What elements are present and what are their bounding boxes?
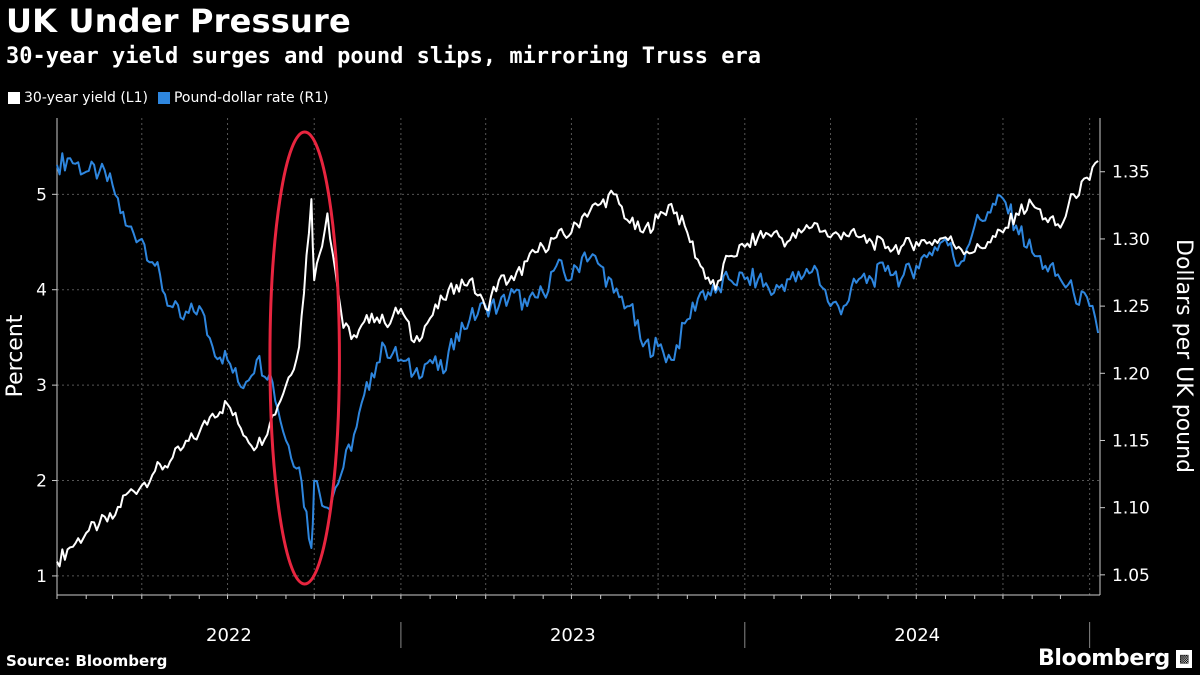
y-right-tick-label: 1.05 xyxy=(1112,566,1150,586)
legend-item-pound: Pound-dollar rate (R1) xyxy=(157,90,329,106)
legend: 30-year yield (L1) Pound-dollar rate (R1… xyxy=(8,90,329,106)
source-note: Source: Bloomberg xyxy=(6,652,168,670)
chart-subtitle: 30-year yield surges and pound slips, mi… xyxy=(6,44,761,69)
x-tick-label: 2023 xyxy=(550,625,596,646)
x-tick-label: 2022 xyxy=(206,625,252,646)
highlight-ellipse xyxy=(268,130,341,586)
y-right-tick-label: 1.25 xyxy=(1112,297,1150,317)
y-left-tick-label: 4 xyxy=(36,281,47,301)
x-tick-label: 2024 xyxy=(894,625,940,646)
y-right-tick-label: 1.10 xyxy=(1112,499,1150,519)
y-left-tick-label: 2 xyxy=(36,472,47,492)
brand-logo: Bloomberg ▩ xyxy=(1038,646,1192,671)
y-right-axis-label: Dollars per UK pound xyxy=(1171,239,1196,473)
legend-label-pound: Pound-dollar rate (R1) xyxy=(173,90,329,106)
y-right-tick-label: 1.15 xyxy=(1112,431,1150,451)
y-right-tick-label: 1.20 xyxy=(1112,364,1150,384)
legend-label-yield: 30-year yield (L1) xyxy=(24,90,148,106)
legend-item-yield: 30-year yield (L1) xyxy=(8,90,148,106)
bloomberg-terminal-icon: ▩ xyxy=(1176,649,1192,668)
y-right-tick-label: 1.35 xyxy=(1112,163,1150,183)
legend-swatch-pound xyxy=(157,92,170,104)
series-line-pound xyxy=(56,152,1100,549)
y-right-tick-label: 1.30 xyxy=(1112,230,1150,250)
chart-title: UK Under Pressure xyxy=(6,2,351,40)
y-left-tick-label: 3 xyxy=(36,376,47,396)
series-line-yield xyxy=(56,160,1099,568)
y-left-axis-label: Percent xyxy=(3,314,28,397)
y-left-tick-label: 1 xyxy=(36,567,47,587)
brand-name: Bloomberg xyxy=(1037,646,1170,671)
legend-swatch-yield xyxy=(8,92,20,104)
y-left-tick-label: 5 xyxy=(36,185,47,205)
